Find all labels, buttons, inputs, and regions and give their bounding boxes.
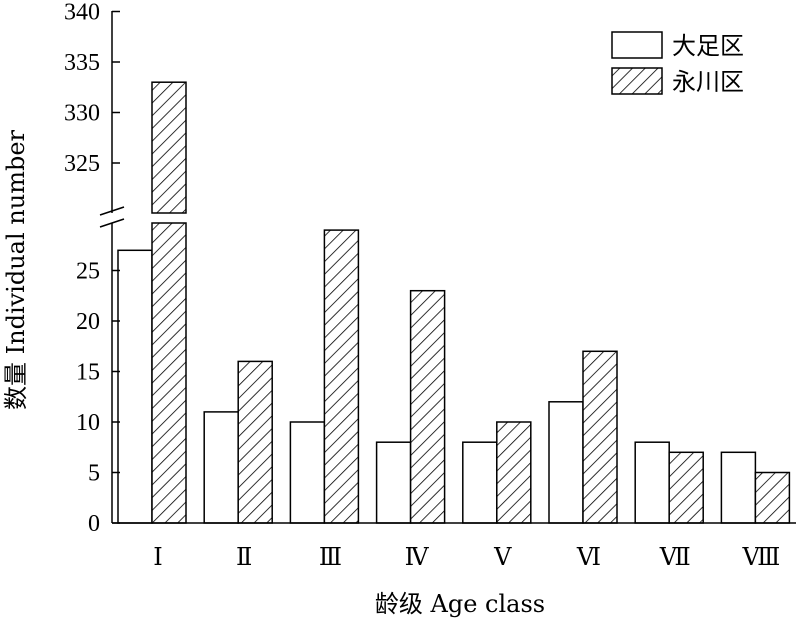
legend-label-series-2: 永川区	[672, 68, 744, 96]
bar-1-6	[548, 401, 584, 524]
legend: 大足区 永川区	[611, 31, 744, 96]
axis-break-mark	[99, 206, 125, 216]
bar-2-5	[496, 421, 532, 524]
y-axis-title: 数量 Individual number	[2, 129, 30, 410]
bar-2-1-lower	[151, 222, 187, 524]
axis-break-mark	[99, 218, 125, 228]
x-tick-label: Ⅵ	[576, 545, 601, 571]
x-tick-label: Ⅷ	[741, 545, 780, 571]
x-tick-label: Ⅴ	[493, 545, 512, 571]
bar-2-3	[323, 229, 360, 524]
y-tick-label: 330	[64, 101, 100, 127]
legend-label-series-1: 大足区	[672, 32, 744, 60]
bar-2-6	[582, 350, 618, 524]
bar-1-8	[720, 451, 757, 524]
labels-group: Ⅰ Ⅱ Ⅲ Ⅳ Ⅴ Ⅵ Ⅶ Ⅷ 0 5 10 15 20 25 325 330 335 340	[64, 0, 780, 571]
y-tick-label: 325	[64, 151, 100, 177]
y-tick-label: 340	[64, 0, 100, 26]
y-tick-label: 15	[76, 360, 100, 386]
y-tick-label: 10	[76, 410, 100, 436]
x-tick-label: Ⅰ	[153, 545, 162, 571]
x-tick-label: Ⅱ	[236, 545, 252, 571]
x-axis-title: 龄级 Age class	[375, 590, 545, 618]
bar-1-5	[462, 441, 498, 524]
bar-1-1	[117, 249, 153, 524]
bar-1-4	[375, 441, 412, 524]
legend-swatch-series-1	[611, 31, 663, 59]
bar-2-2	[237, 360, 273, 524]
x-tick-label: Ⅳ	[405, 545, 430, 571]
bars-group	[117, 81, 791, 524]
x-tick-label: Ⅶ	[659, 545, 691, 571]
x-tick-label: Ⅲ	[319, 545, 342, 571]
bar-break-gap	[151, 214, 187, 222]
bar-1-7	[634, 441, 670, 524]
bar-2-1-upper	[151, 81, 187, 214]
bar-1-3	[289, 421, 326, 524]
y-tick-label: 25	[76, 259, 100, 285]
legend-swatch-series-2	[611, 67, 663, 95]
bar-2-4	[409, 289, 446, 524]
y-tick-label: 5	[88, 461, 100, 487]
bar-2-8	[754, 471, 791, 524]
y-tick-label: 20	[76, 309, 100, 335]
bar-1-2	[203, 411, 239, 524]
bar-2-7	[668, 451, 704, 524]
axes-group	[99, 10, 796, 524]
y-tick-label: 335	[64, 50, 100, 76]
y-tick-label: 0	[88, 511, 100, 537]
